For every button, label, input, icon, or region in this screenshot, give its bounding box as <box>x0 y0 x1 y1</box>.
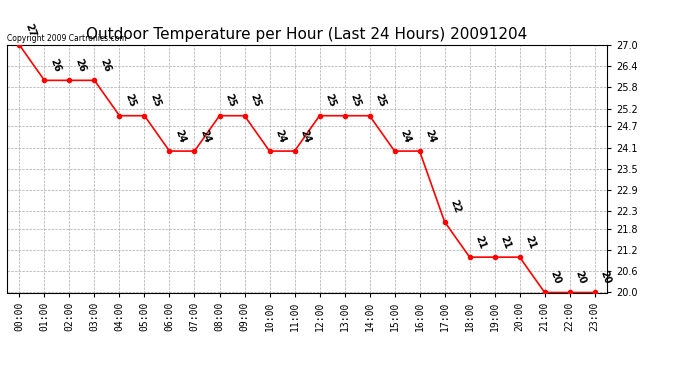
Text: 21: 21 <box>524 234 538 250</box>
Text: 24: 24 <box>399 128 413 144</box>
Text: 24: 24 <box>424 128 437 144</box>
Text: 20: 20 <box>549 270 563 285</box>
Text: 24: 24 <box>174 128 188 144</box>
Text: 26: 26 <box>74 57 88 74</box>
Text: Copyright 2009 Cartronics.com: Copyright 2009 Cartronics.com <box>7 33 126 42</box>
Text: 27: 27 <box>23 22 37 38</box>
Text: 24: 24 <box>274 128 288 144</box>
Text: 25: 25 <box>124 93 137 109</box>
Text: 25: 25 <box>374 93 388 109</box>
Text: 25: 25 <box>224 93 237 109</box>
Text: 26: 26 <box>99 57 112 74</box>
Text: 20: 20 <box>599 270 613 285</box>
Text: 24: 24 <box>299 128 313 144</box>
Text: 21: 21 <box>499 234 513 250</box>
Title: Outdoor Temperature per Hour (Last 24 Hours) 20091204: Outdoor Temperature per Hour (Last 24 Ho… <box>86 27 528 42</box>
Text: 24: 24 <box>199 128 213 144</box>
Text: 25: 25 <box>348 93 363 109</box>
Text: 21: 21 <box>474 234 488 250</box>
Text: 22: 22 <box>448 199 463 215</box>
Text: 25: 25 <box>248 93 263 109</box>
Text: 25: 25 <box>324 93 337 109</box>
Text: 25: 25 <box>148 93 163 109</box>
Text: 20: 20 <box>574 270 588 285</box>
Text: 26: 26 <box>48 57 63 74</box>
